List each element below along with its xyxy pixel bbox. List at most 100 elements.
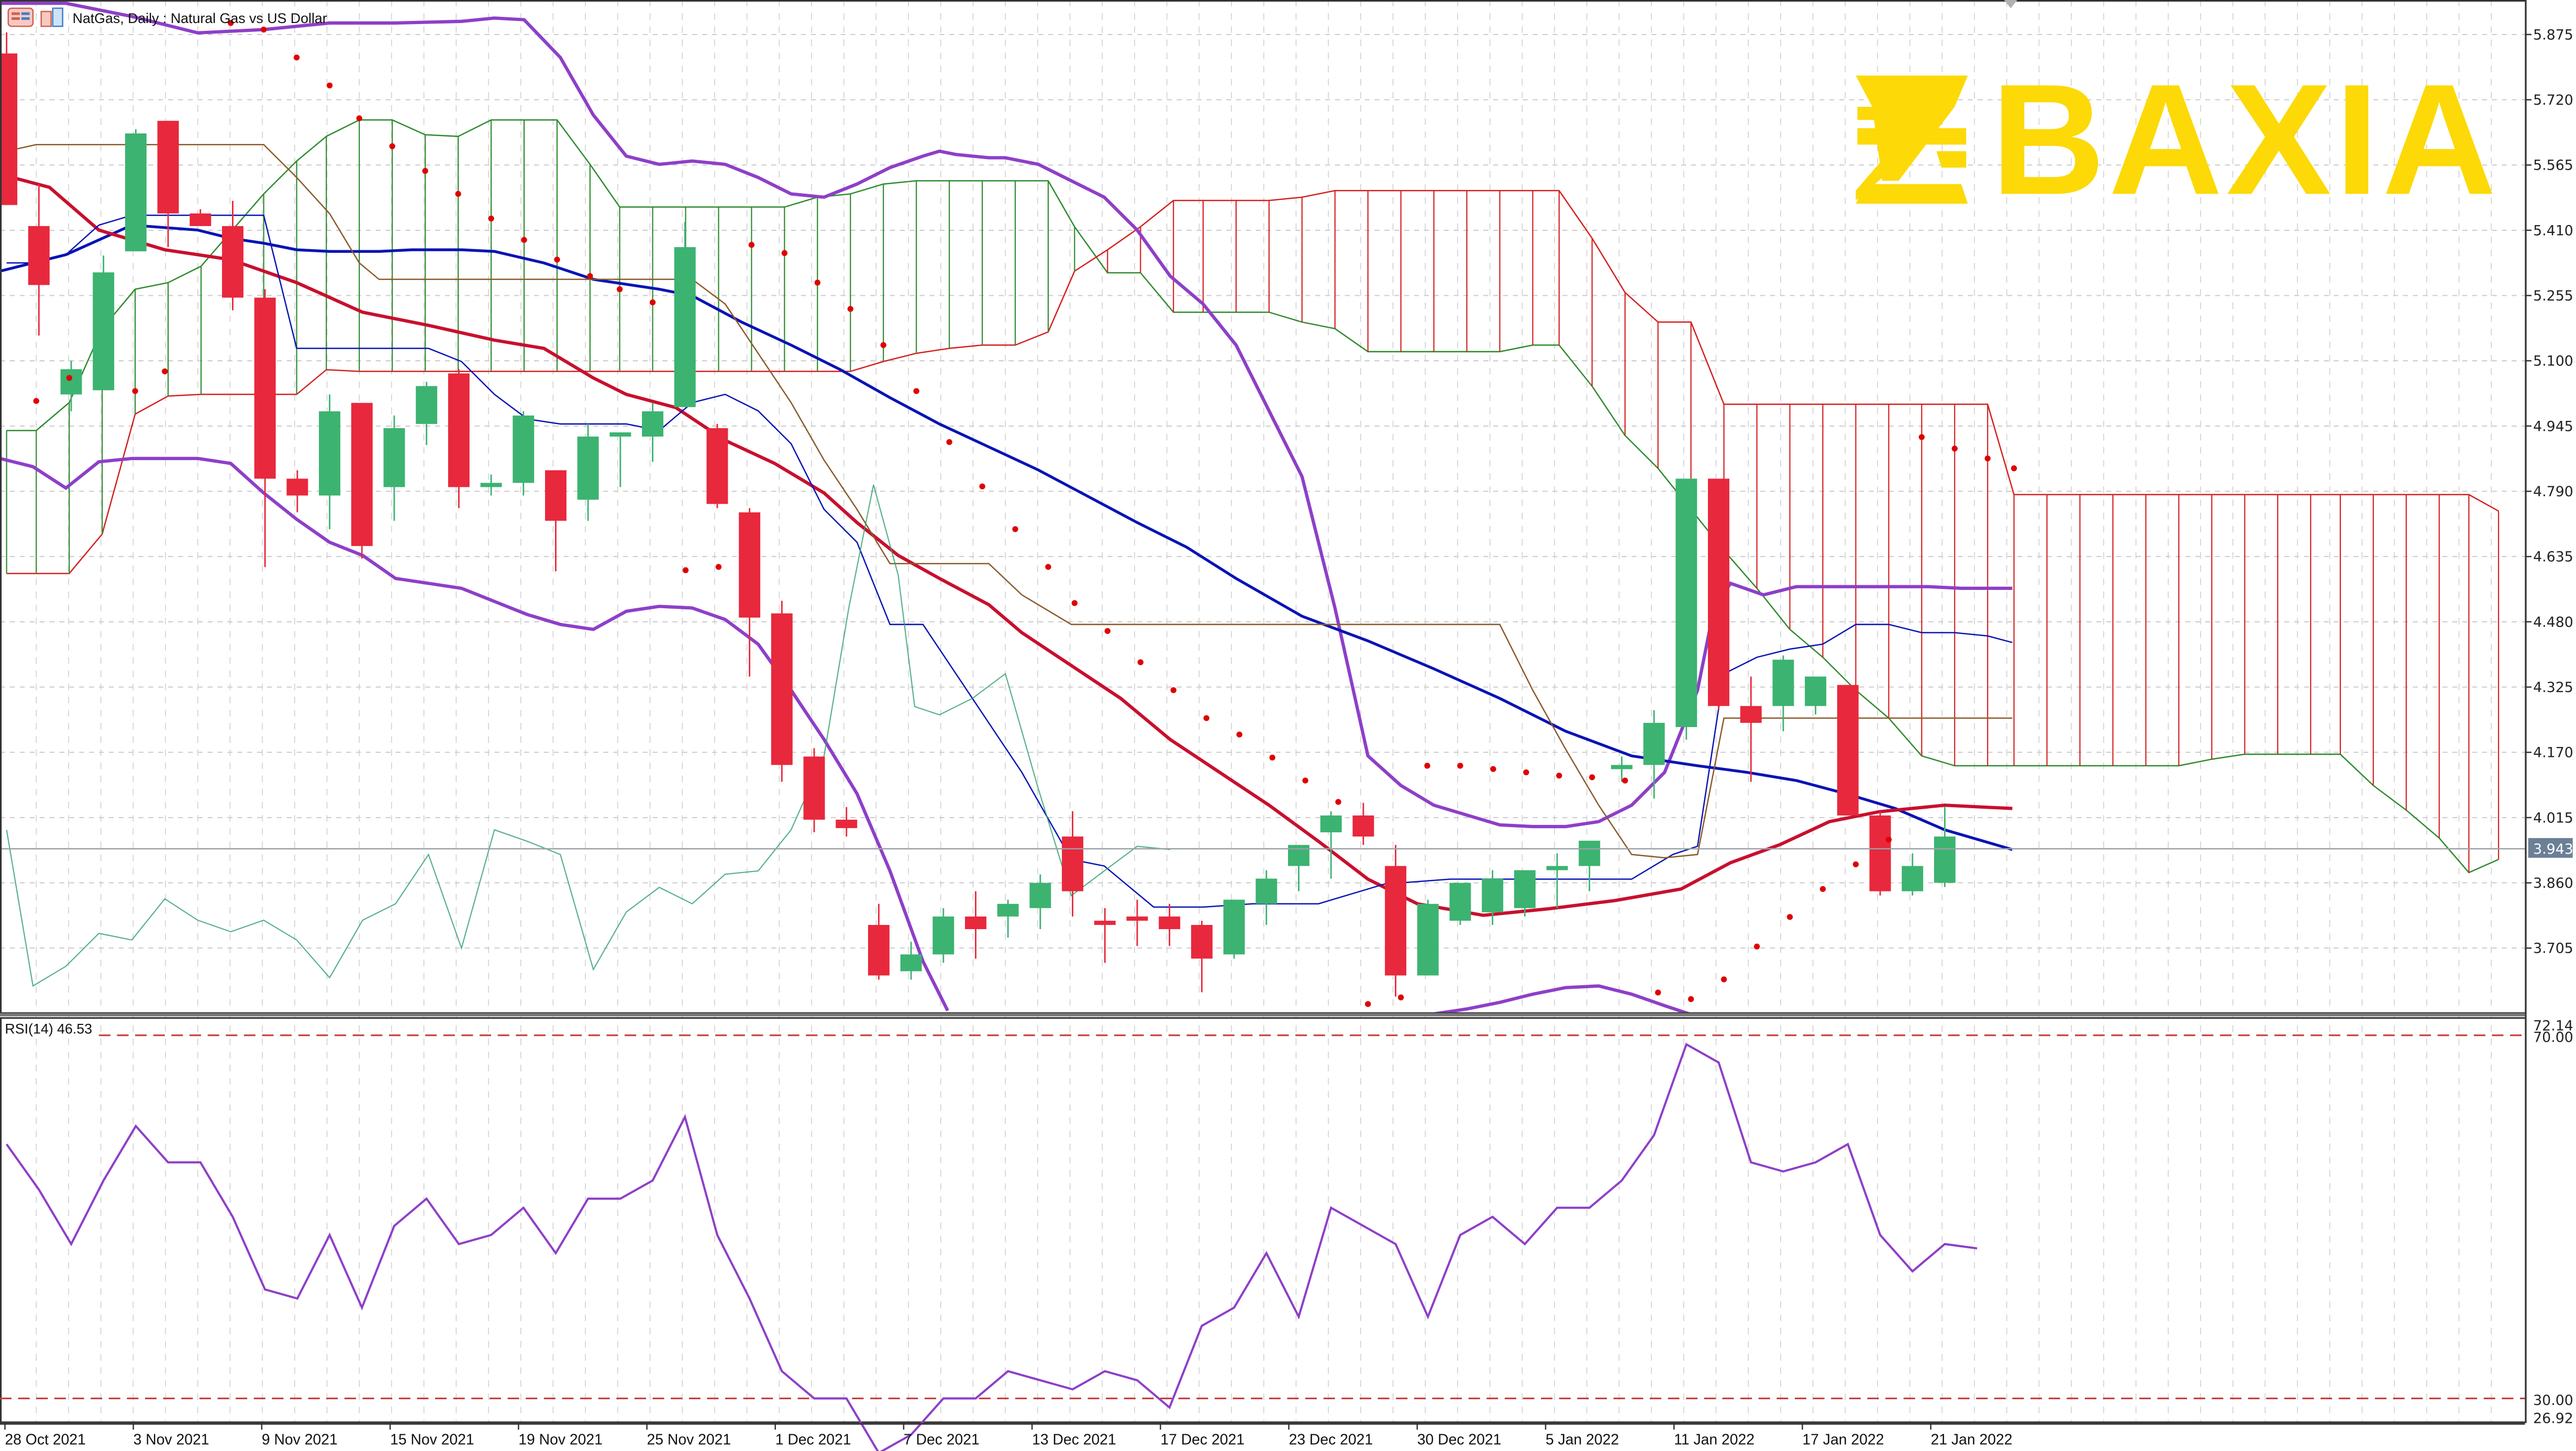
candle (1902, 853, 1924, 896)
candle (383, 415, 405, 521)
candle (60, 361, 82, 411)
candle (609, 432, 631, 487)
price-axis[interactable]: 5.875 5.720 5.565 5.410 5.255 5.100 4.945 4.790… (2525, 27, 2573, 957)
date-tick: 17 Jan 2022 (1802, 1431, 1884, 1447)
date-tick: 25 Nov 2021 (647, 1431, 731, 1447)
candle (545, 470, 567, 572)
chart-window-icon[interactable] (40, 7, 63, 27)
rsi-tick: 30.00 (2533, 1392, 2573, 1409)
baxia-logo-mark-icon (1856, 75, 1968, 204)
baxia-logo: BAXIA (1856, 51, 2500, 228)
current-price-value: 3.943 (2533, 841, 2573, 857)
candle (1159, 903, 1181, 946)
parabolic-sar-dots (33, 20, 2017, 1007)
candle (448, 369, 470, 508)
candle (28, 184, 50, 336)
candle (1934, 807, 1956, 887)
candle (803, 748, 825, 833)
rsi-tick: 70.00 (2533, 1029, 2573, 1045)
candle (674, 221, 696, 407)
candle (1320, 811, 1342, 879)
chart-header: NatGas, Daily : Natural Gas vs US Dollar (7, 7, 327, 27)
date-tick: 30 Dec 2021 (1417, 1431, 1502, 1447)
candle (1740, 676, 1762, 782)
price-tick: 5.875 (2533, 27, 2573, 43)
candle (1029, 874, 1051, 930)
date-tick: 11 Jan 2022 (1674, 1431, 1755, 1447)
candle (319, 394, 341, 529)
date-tick: 15 Nov 2021 (390, 1431, 474, 1447)
time-axis[interactable]: 28 Oct 2021 3 Nov 2021 9 Nov 2021 15 Nov 20… (4, 1423, 2013, 1448)
candle (1675, 478, 1697, 740)
candle (157, 120, 179, 248)
candle (1772, 655, 1794, 732)
date-tick: 21 Jan 2022 (1931, 1431, 2013, 1447)
date-tick: 19 Nov 2021 (518, 1431, 603, 1447)
date-tick: 23 Dec 2021 (1289, 1431, 1373, 1447)
candle (577, 423, 599, 521)
candle (932, 908, 954, 963)
candle (739, 508, 761, 677)
candle (1449, 883, 1471, 925)
date-tick: 9 Nov 2021 (262, 1431, 338, 1447)
grid-lines (0, 0, 2525, 1423)
candle (1643, 710, 1665, 799)
candle (351, 403, 373, 559)
candle (706, 423, 728, 508)
price-tick: 4.170 (2533, 745, 2573, 761)
price-tick: 4.015 (2533, 810, 2573, 826)
candle (1837, 685, 1859, 816)
candle (125, 129, 147, 252)
date-tick: 3 Nov 2021 (134, 1431, 209, 1447)
date-tick: 1 Dec 2021 (775, 1431, 851, 1447)
candle (1708, 478, 1729, 710)
candle (1352, 802, 1374, 845)
date-tick: 28 Oct 2021 (5, 1431, 85, 1447)
price-tick: 5.255 (2533, 288, 2573, 304)
candle (900, 942, 922, 980)
candle (1417, 899, 1439, 976)
candle (0, 32, 18, 205)
candle (1191, 920, 1213, 992)
chart-title: NatGas, Daily : Natural Gas vs US Dollar (73, 10, 327, 26)
candle (642, 403, 663, 462)
rsi-axis[interactable]: 72.14 70.00 30.00 26.92 (2533, 1018, 2573, 1426)
candle (286, 470, 308, 512)
candle (868, 903, 890, 980)
price-tick: 5.410 (2533, 222, 2573, 239)
candle (190, 209, 212, 226)
candle (1611, 756, 1633, 782)
rsi-tick: 26.92 (2533, 1411, 2573, 1427)
candle (1126, 899, 1148, 946)
date-tick: 5 Jan 2022 (1546, 1431, 1619, 1447)
current-price-label: 3.943 (2528, 838, 2573, 858)
date-tick: 17 Dec 2021 (1160, 1431, 1245, 1447)
price-tick: 3.705 (2533, 941, 2573, 957)
price-tick: 4.635 (2533, 549, 2573, 565)
baxia-logo-text: BAXIA (1991, 51, 2500, 228)
candle (1385, 845, 1407, 997)
date-tick: 13 Dec 2021 (1032, 1431, 1116, 1447)
price-tick: 4.325 (2533, 679, 2573, 696)
chart-list-icon[interactable] (7, 7, 34, 27)
price-tick: 4.790 (2533, 484, 2573, 500)
price-tick: 5.100 (2533, 353, 2573, 370)
candle (1514, 870, 1536, 917)
chart-shift-marker-icon[interactable] (2004, 0, 2017, 8)
candle (1062, 811, 1084, 917)
candle (1094, 908, 1116, 963)
price-tick: 5.565 (2533, 158, 2573, 174)
price-tick: 3.860 (2533, 875, 2573, 891)
rsi-tick: 72.14 (2533, 1018, 2573, 1034)
candle (965, 891, 986, 959)
candle (93, 255, 115, 390)
candle (222, 200, 243, 310)
candle (997, 899, 1019, 938)
candle (1482, 870, 1504, 925)
candlestick-series (0, 32, 1956, 997)
candle (771, 600, 793, 782)
candle (480, 474, 502, 496)
candle (513, 411, 535, 496)
